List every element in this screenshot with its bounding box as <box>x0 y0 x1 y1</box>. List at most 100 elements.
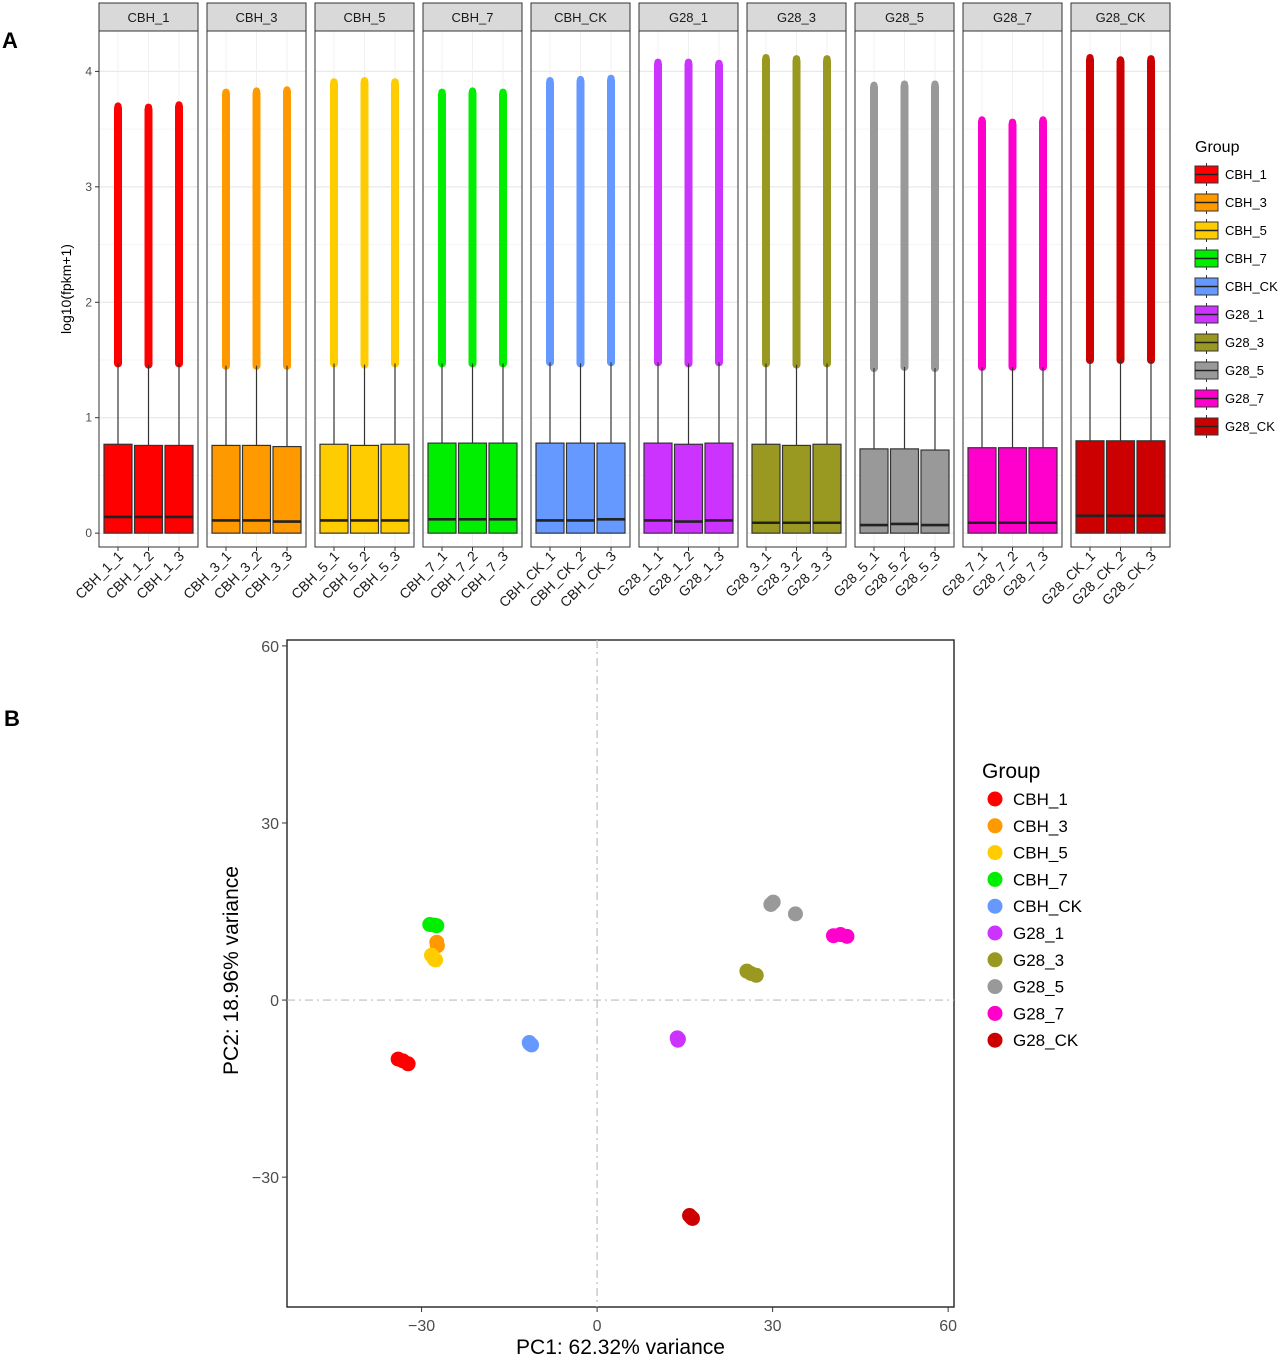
legend-title: Group <box>982 760 1040 783</box>
legend-label: CBH_3 <box>1225 195 1267 210</box>
outlier-point <box>762 93 770 102</box>
boxplot-legend: Group CBH_1 CBH_3 CBH_5 CBH_7 CBH_CK G28_1 G28_… <box>1194 139 1278 438</box>
outlier-point <box>499 88 507 96</box>
outlier-point <box>114 102 122 110</box>
box <box>1075 440 1105 534</box>
outlier-point <box>144 143 153 151</box>
outlier-point <box>823 55 831 63</box>
outlier-point <box>978 156 986 164</box>
box <box>133 444 164 534</box>
facet-strip-label: CBH_5 <box>344 10 386 25</box>
outlier-point <box>546 77 554 85</box>
outlier-point <box>1147 55 1155 63</box>
facet-strip-label: CBH_CK <box>554 10 607 25</box>
box <box>241 444 272 534</box>
outlier-point <box>900 120 909 128</box>
box <box>751 443 781 534</box>
box <box>319 443 349 534</box>
outlier-point <box>283 126 291 134</box>
legend-label: G28_7 <box>1225 391 1264 406</box>
y-tick-label: 60 <box>261 639 279 656</box>
outlier-point <box>654 58 662 66</box>
data-point <box>683 1209 699 1225</box>
outlier-point <box>715 59 723 67</box>
legend-label: CBH_7 <box>1225 251 1267 266</box>
legend-label: CBH_CK <box>1013 897 1083 916</box>
outlier-point <box>931 80 939 88</box>
x-tick-label: −30 <box>408 1318 435 1335</box>
series-g28-7 <box>825 927 855 944</box>
box <box>272 445 302 534</box>
outlier-point <box>330 78 338 86</box>
series-g28-1 <box>669 1030 686 1048</box>
panel-label-b: B <box>4 706 20 731</box>
y-tick-label: 0 <box>85 526 92 540</box>
outlier-point <box>931 120 939 128</box>
box <box>535 442 565 534</box>
box <box>643 442 673 534</box>
facet-strip-label: G28_1 <box>669 10 708 25</box>
outlier-point <box>823 95 831 103</box>
facet-strip <box>98 2 199 32</box>
legend-item: CBH_5 <box>987 844 1068 863</box>
legend-item: CBH_3 <box>1194 191 1267 214</box>
legend-key <box>987 925 1003 941</box>
box <box>967 447 997 534</box>
legend-label: G28_5 <box>1013 978 1064 997</box>
outlier-point <box>792 95 801 103</box>
legend-key <box>987 1005 1003 1021</box>
outlier-point <box>576 115 585 124</box>
outlier-point <box>175 101 183 109</box>
box <box>997 447 1028 534</box>
legend-label: G28_7 <box>1013 1004 1064 1023</box>
facet-border <box>98 30 199 548</box>
legend-label: CBH_1 <box>1225 167 1267 182</box>
box <box>1105 440 1136 534</box>
outlier-point <box>1116 96 1125 104</box>
facet-strip-label: CBH_1 <box>128 10 170 25</box>
facet-strip <box>962 2 1063 32</box>
facet-border <box>638 30 739 548</box>
series-g28-ck <box>682 1208 700 1226</box>
y-tick-label: 2 <box>85 295 92 309</box>
legend-item: G28_1 <box>987 924 1064 943</box>
facet-strip-label: CBH_3 <box>236 10 278 25</box>
outlier-point <box>1039 156 1047 164</box>
data-point <box>787 906 803 922</box>
legend-label: G28_CK <box>1225 419 1275 434</box>
outlier-point <box>360 77 369 85</box>
data-point <box>522 1036 538 1052</box>
y-tick-label: −30 <box>252 1170 279 1187</box>
outlier-point <box>762 53 770 62</box>
outlier-point <box>438 88 446 96</box>
box <box>211 444 241 534</box>
facet-strip <box>1070 2 1171 32</box>
series-g28-3 <box>739 963 764 983</box>
x-axis-title: PC1: 62.32% variance <box>516 1336 725 1358</box>
legend-label: CBH_5 <box>1225 223 1267 238</box>
legend-item: CBH_1 <box>1194 163 1267 186</box>
x-tick-label: 60 <box>939 1318 957 1335</box>
outlier-point <box>607 114 615 122</box>
y-tick-label: 30 <box>261 816 279 833</box>
legend-key <box>987 898 1003 914</box>
data-point <box>839 928 855 944</box>
series-cbh-7 <box>422 917 445 934</box>
outlier-point <box>330 118 338 126</box>
outlier-point <box>546 117 554 125</box>
legend-item: G28_1 <box>1194 303 1264 326</box>
y-tick-label: 1 <box>85 411 92 425</box>
box <box>103 443 133 534</box>
outlier-point <box>438 128 446 136</box>
legend-item: G28_5 <box>1194 359 1264 382</box>
outlier-point <box>222 88 230 96</box>
data-point <box>428 952 444 968</box>
y-axis-title: log10(fpkm+1) <box>58 244 74 334</box>
legend-item: CBH_7 <box>987 870 1068 889</box>
